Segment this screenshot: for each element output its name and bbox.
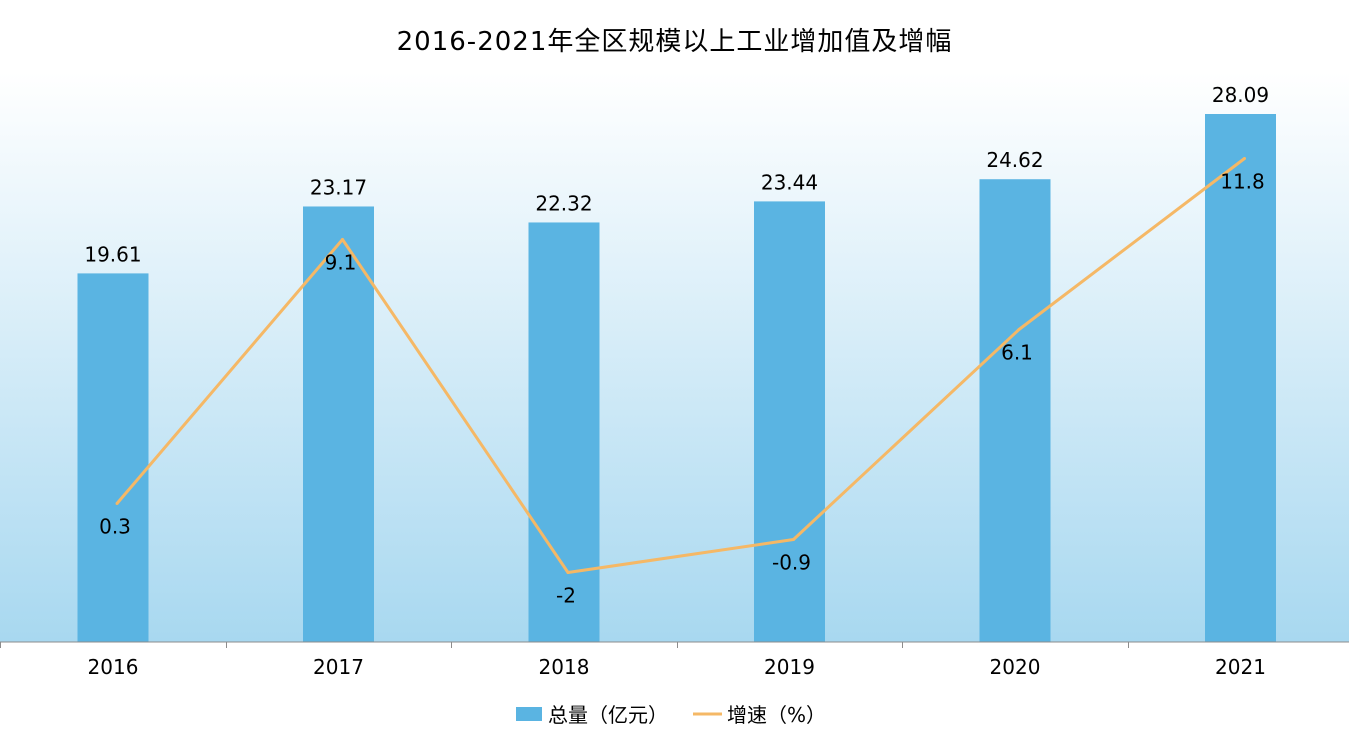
line-point xyxy=(566,571,570,574)
line-point xyxy=(115,502,119,505)
line-point xyxy=(1243,157,1246,160)
line-point xyxy=(341,238,344,241)
x-tick-group xyxy=(0,642,1129,648)
bar-label-group: 19.61 23.17 22.32 23.44 24.62 28.09 xyxy=(84,83,1269,266)
line-group xyxy=(115,157,1246,574)
legend-bar-label: 总量（亿元） xyxy=(548,703,668,727)
legend-bar-swatch xyxy=(516,707,542,721)
bar-group xyxy=(77,114,1276,643)
legend: 总量（亿元） 增速（%） xyxy=(516,703,826,727)
chart-title: 2016-2021年全区规模以上工业增加值及增幅 xyxy=(397,27,953,57)
legend-item-bar: 总量（亿元） xyxy=(516,703,668,727)
bar-value-label: 19.61 xyxy=(84,242,141,266)
bar-value-label: 22.32 xyxy=(535,191,592,215)
line-value-label: 6.1 xyxy=(1001,341,1033,365)
line-point xyxy=(792,538,795,541)
legend-line-label: 增速（%） xyxy=(727,703,826,727)
x-tick-label: 2016 xyxy=(88,655,139,679)
bar-value-label: 23.44 xyxy=(761,170,818,194)
line-value-label: 0.3 xyxy=(99,515,131,539)
x-tick-label: 2018 xyxy=(539,655,590,679)
bar-value-label: 24.62 xyxy=(986,148,1043,172)
bar xyxy=(77,273,149,642)
bar xyxy=(979,179,1051,642)
line-value-label: -0.9 xyxy=(772,551,811,575)
x-tick-label: 2020 xyxy=(990,655,1041,679)
bar xyxy=(754,201,825,642)
line-value-label: 9.1 xyxy=(325,251,357,275)
x-tick-label: 2021 xyxy=(1215,655,1266,679)
legend-item-line: 增速（%） xyxy=(693,703,826,727)
line-point xyxy=(1017,328,1021,331)
x-tick-label-group: 2016 2017 2018 2019 2020 2021 xyxy=(88,655,1266,679)
line-label-group: 0.3 9.1 -2 -0.9 6.1 11.8 xyxy=(99,170,1265,608)
plot-background xyxy=(0,72,1349,642)
line-value-label: 11.8 xyxy=(1220,170,1265,194)
line-value-label: -2 xyxy=(556,584,576,608)
bar xyxy=(1205,114,1276,642)
line-series xyxy=(115,157,1246,574)
bar-value-label: 23.17 xyxy=(310,175,367,199)
x-tick-label: 2019 xyxy=(764,655,815,679)
x-tick-label: 2017 xyxy=(313,655,364,679)
bar xyxy=(528,222,600,643)
bar xyxy=(303,206,374,642)
bar-value-label: 28.09 xyxy=(1212,83,1269,107)
